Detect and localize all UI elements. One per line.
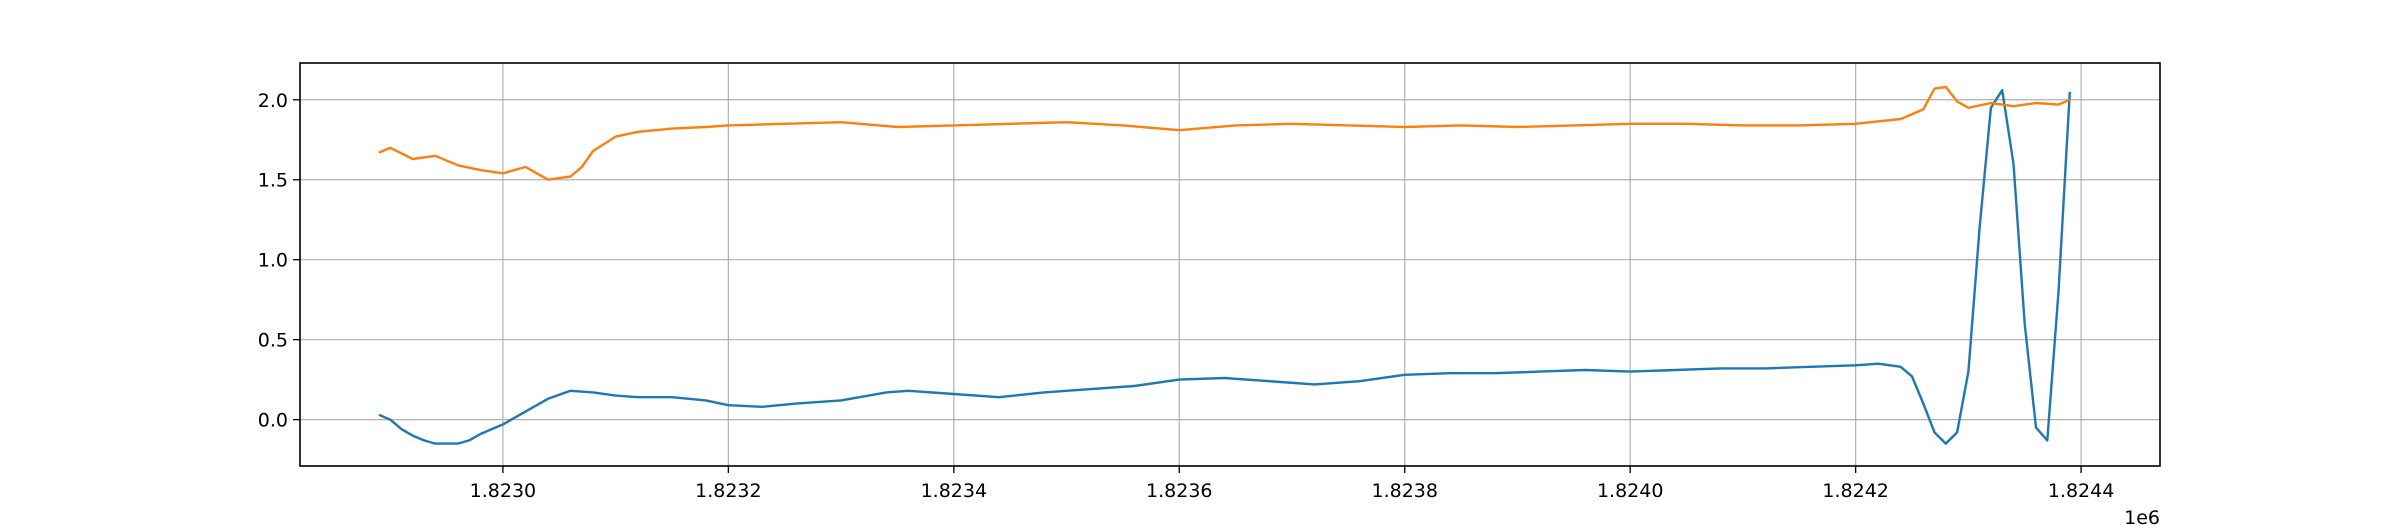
y-tick-label: 0.5 xyxy=(258,330,288,352)
plot-frame xyxy=(299,62,2161,467)
data-series xyxy=(378,85,2071,445)
x-tick-label: 1.8242 xyxy=(1822,480,1888,502)
grid-lines xyxy=(300,63,2160,466)
x-tick-label: 1.8240 xyxy=(1597,480,1663,502)
x-tick-label: 1.8234 xyxy=(921,480,987,502)
x-tick-label: 1.8236 xyxy=(1146,480,1212,502)
x-tick-label: 1.8244 xyxy=(2048,480,2114,502)
x-tick-label: 1.8232 xyxy=(695,480,761,502)
y-tick-label: 1.0 xyxy=(258,250,288,272)
x-axis-ticks: 1.8230 1.8232 1.8234 1.8236 1.8238 1.8240 1.82… xyxy=(470,466,2114,502)
y-tick-label: 2.0 xyxy=(258,90,288,112)
series-line-2 xyxy=(378,85,2071,181)
x-tick-label: 1.8238 xyxy=(1371,480,1437,502)
series-line-1 xyxy=(378,88,2071,445)
x-offset-label: 1e6 xyxy=(2124,507,2160,525)
y-axis-ticks: 0.0 0.5 1.0 1.5 2.0 xyxy=(258,90,300,432)
y-tick-label: 0.0 xyxy=(258,410,288,432)
x-tick-label: 1.8230 xyxy=(470,480,536,502)
y-tick-label: 1.5 xyxy=(258,170,288,192)
plot-background xyxy=(300,63,2160,466)
